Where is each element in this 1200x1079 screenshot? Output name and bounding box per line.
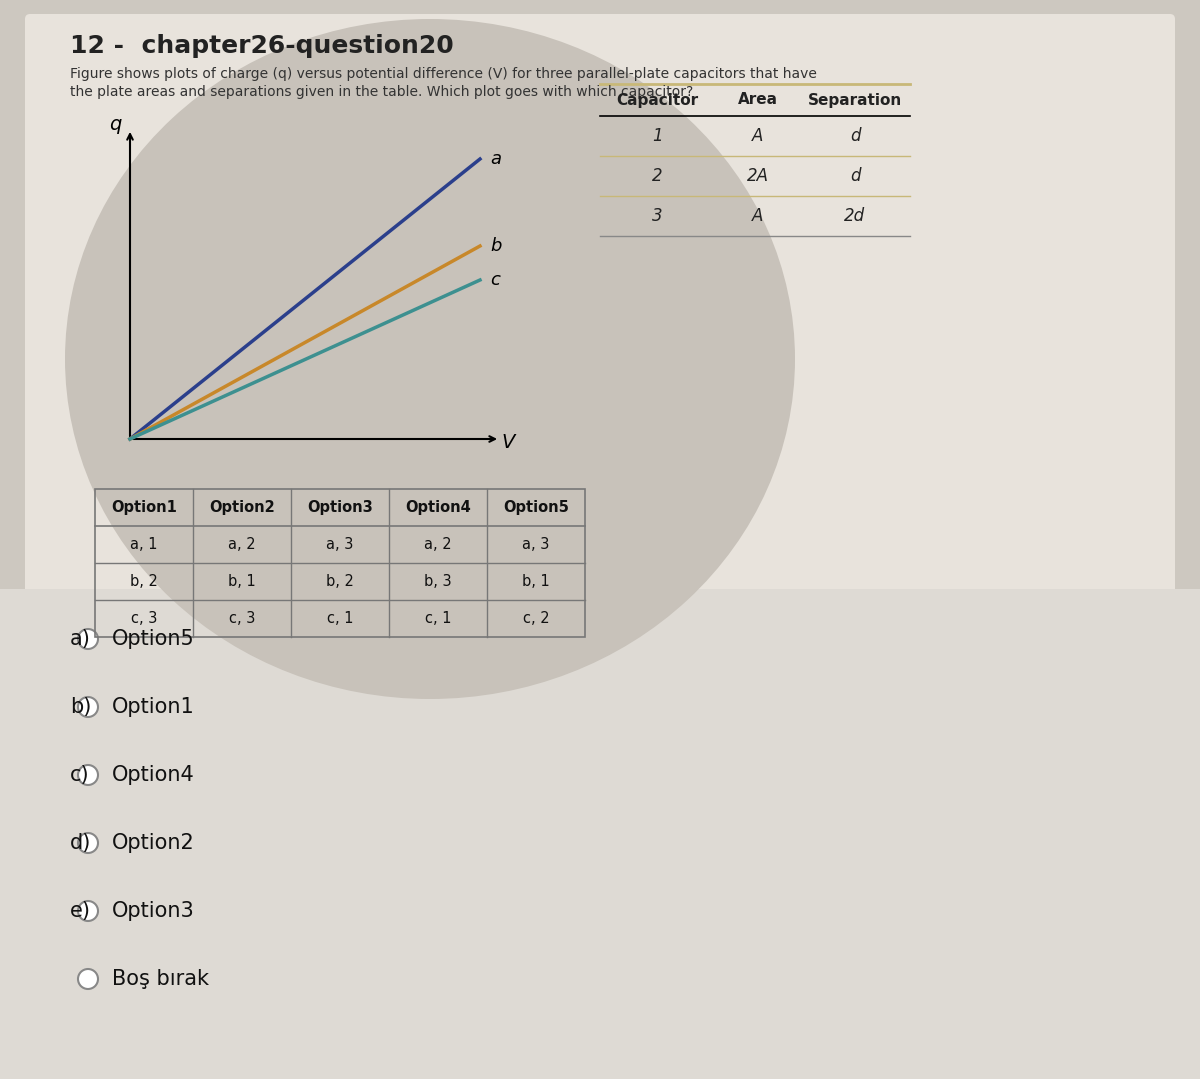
Text: b): b) — [70, 697, 91, 718]
Text: 2: 2 — [652, 167, 662, 185]
Text: c, 3: c, 3 — [229, 611, 256, 626]
Text: c, 1: c, 1 — [326, 611, 353, 626]
Text: A: A — [752, 207, 763, 226]
Text: Option4: Option4 — [406, 500, 470, 515]
Text: c, 2: c, 2 — [523, 611, 550, 626]
Circle shape — [78, 901, 98, 921]
Circle shape — [78, 969, 98, 989]
Text: 2d: 2d — [845, 207, 865, 226]
Text: Figure shows plots of charge (q) versus potential difference (V) for three paral: Figure shows plots of charge (q) versus … — [70, 67, 817, 81]
Text: 3: 3 — [652, 207, 662, 226]
Text: b: b — [490, 237, 502, 255]
Text: Boş bırak: Boş bırak — [112, 969, 209, 989]
Text: a, 2: a, 2 — [424, 537, 452, 552]
Bar — [0, 589, 1200, 1079]
Text: A: A — [752, 127, 763, 145]
Text: b, 1: b, 1 — [228, 574, 256, 589]
Bar — [95, 489, 586, 637]
Text: d: d — [850, 127, 860, 145]
Text: 1: 1 — [652, 127, 662, 145]
Text: 12 -  chapter26-question20: 12 - chapter26-question20 — [70, 35, 454, 58]
Text: d: d — [850, 167, 860, 185]
Text: V: V — [502, 434, 515, 452]
Text: Option3: Option3 — [307, 500, 373, 515]
Text: Option3: Option3 — [112, 901, 194, 921]
Text: a, 3: a, 3 — [326, 537, 354, 552]
Circle shape — [78, 697, 98, 718]
Text: 2A: 2A — [746, 167, 768, 185]
Text: Option2: Option2 — [209, 500, 275, 515]
Text: c, 3: c, 3 — [131, 611, 157, 626]
Circle shape — [78, 833, 98, 853]
Text: Option5: Option5 — [112, 629, 194, 648]
Text: c): c) — [70, 765, 90, 786]
Text: b, 3: b, 3 — [424, 574, 452, 589]
Text: Option4: Option4 — [112, 765, 194, 786]
Text: b, 2: b, 2 — [326, 574, 354, 589]
Text: q: q — [109, 114, 121, 134]
Text: Option1: Option1 — [112, 500, 176, 515]
Text: b, 1: b, 1 — [522, 574, 550, 589]
Ellipse shape — [65, 19, 796, 699]
Circle shape — [78, 765, 98, 786]
Circle shape — [78, 629, 98, 648]
Text: Area: Area — [738, 93, 778, 108]
Text: e): e) — [70, 901, 91, 921]
Text: b, 2: b, 2 — [130, 574, 158, 589]
Text: c, 1: c, 1 — [425, 611, 451, 626]
Text: a, 2: a, 2 — [228, 537, 256, 552]
Text: a, 1: a, 1 — [131, 537, 157, 552]
Text: the plate areas and separations given in the table. Which plot goes with which c: the plate areas and separations given in… — [70, 85, 694, 99]
Text: a): a) — [70, 629, 91, 648]
Text: c: c — [490, 271, 500, 289]
Text: Option2: Option2 — [112, 833, 194, 853]
Text: Option1: Option1 — [112, 697, 194, 718]
FancyBboxPatch shape — [25, 14, 1175, 595]
Text: Capacitor: Capacitor — [617, 93, 698, 108]
Text: a, 3: a, 3 — [522, 537, 550, 552]
Text: a: a — [490, 150, 502, 168]
Text: d): d) — [70, 833, 91, 853]
Text: Separation: Separation — [808, 93, 902, 108]
Text: Option5: Option5 — [503, 500, 569, 515]
